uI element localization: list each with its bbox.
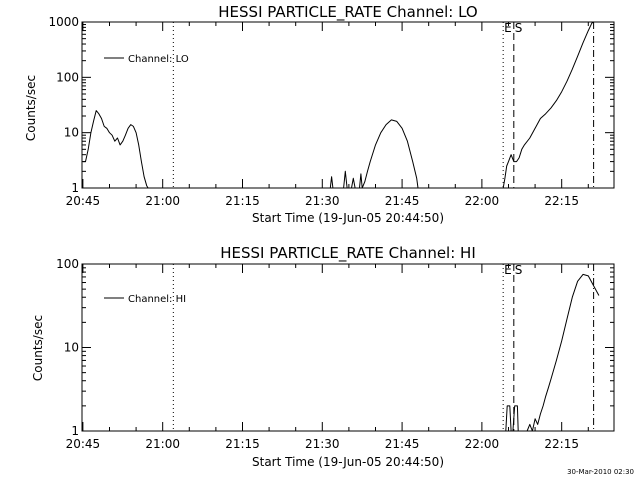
panel-lo-series-line [82,110,149,189]
panel-lo-marker-label: E [504,21,512,35]
panel-lo-xtick-label: 21:00 [145,194,180,208]
panel-lo: HESSI PARTICLE_RATE Channel: LO Start Ti… [24,3,615,225]
panel-lo-xtick-label: 21:30 [305,194,340,208]
panel-hi: HESSI PARTICLE_RATE Channel: HI Start Ti… [31,244,615,469]
panel-lo-series-line [359,119,419,189]
panel-lo-series-line [502,21,594,189]
panel-hi-ytick-label: 1 [71,424,79,438]
panel-lo-xlabel: Start Time (19-Jun-05 20:44:50) [252,211,444,225]
panel-lo-marker-label: S [515,21,523,35]
panel-hi-axes: 20:45 21:00 21:15 21:30 21:45 22:00 22:15 1 10 10… [56,257,615,451]
panel-hi-ytick-label: 10 [64,341,79,355]
panel-lo-frame [81,21,615,189]
panel-lo-series-line [343,170,348,189]
panel-hi-ylabel: Counts/sec [31,315,45,381]
panel-lo-series-line [329,176,334,189]
panel-lo-ylabel: Counts/sec [24,75,38,141]
panel-lo-ytick-label: 10 [64,126,79,140]
timestamp-label: 30-Mar-2010 02:30 [567,468,634,476]
panel-hi-xtick-label: 22:15 [544,437,579,451]
panel-hi-legend: Channel: HI [104,294,186,305]
panel-lo-axes: 20:45 21:00 21:15 21:30 21:45 22:00 22:15 1 10 10… [48,15,615,208]
panel-hi-xtick-label: 20:45 [66,437,101,451]
panel-hi-xtick-label: 21:15 [225,437,260,451]
panel-hi-marker-label: S [515,263,523,277]
panel-hi-xlabel: Start Time (19-Jun-05 20:44:50) [252,455,444,469]
panel-lo-xtick-label: 22:00 [465,194,500,208]
panel-hi-marker-label: E [504,263,512,277]
panel-lo-xtick-label: 20:45 [66,194,101,208]
panel-lo-ytick-label: 1 [71,181,79,195]
panel-lo-legend: Channel: LO [104,54,189,65]
panel-hi-xtick-label: 21:45 [385,437,420,451]
panel-lo-title: HESSI PARTICLE_RATE Channel: LO [218,3,477,22]
panel-lo-series-line [351,177,356,189]
panel-hi-series-line [526,273,600,432]
panel-lo-ytick-label: 100 [56,70,79,84]
panel-hi-xtick-label: 21:00 [145,437,180,451]
panel-lo-xtick-label: 21:15 [225,194,260,208]
panel-hi-ytick-label: 100 [56,257,79,271]
panel-lo-ytick-label: 1000 [48,15,79,29]
panel-hi-xtick-label: 22:00 [465,437,500,451]
panel-lo-legend-label: Channel: LO [128,54,189,65]
panel-hi-title: HESSI PARTICLE_RATE Channel: HI [220,244,476,263]
panel-hi-series-line [505,405,519,432]
panel-hi-xtick-label: 21:30 [305,437,340,451]
panel-lo-xtick-label: 22:15 [544,194,579,208]
panel-lo-xtick-label: 21:45 [385,194,420,208]
panel-hi-legend-label: Channel: HI [128,294,186,305]
